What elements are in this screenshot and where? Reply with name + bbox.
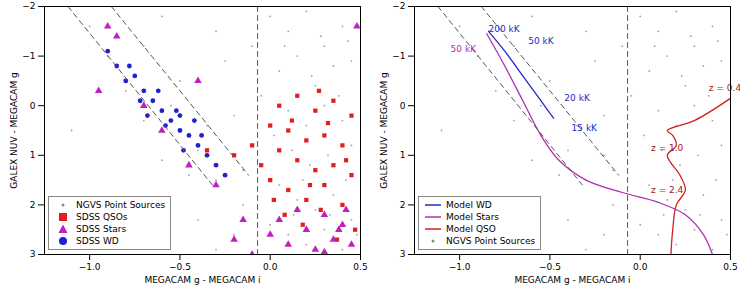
svg-text:MEGACAM g - MEGACAM i: MEGACAM g - MEGACAM i	[514, 275, 630, 285]
svg-text:15 kK: 15 kK	[572, 123, 599, 133]
svg-text:0.0: 0.0	[263, 262, 278, 272]
svg-text:−1: −1	[22, 51, 35, 61]
svg-text:−1: −1	[392, 51, 405, 61]
html-text:SDSS QSOs: SDSS QSOs	[76, 212, 128, 222]
svg-text:50 kK: 50 kK	[528, 36, 555, 46]
svg-text:1: 1	[30, 150, 36, 160]
svg-text:GALEX NUV - MEGACAM g: GALEX NUV - MEGACAM g	[9, 72, 19, 189]
svg-text:MEGACAM g - MEGACAM i: MEGACAM g - MEGACAM i	[144, 275, 260, 285]
svg-text:0: 0	[400, 101, 406, 111]
svg-text:3: 3	[400, 249, 406, 259]
svg-text:3: 3	[30, 249, 36, 259]
html-text:Model Stars: Model Stars	[446, 212, 499, 222]
svg-text:50 kK: 50 kK	[451, 44, 478, 54]
html-text:Model QSO: Model QSO	[446, 224, 496, 234]
svg-text:20 kK: 20 kK	[564, 93, 591, 103]
svg-text:2: 2	[30, 200, 36, 210]
svg-text:200 kK: 200 kK	[489, 24, 521, 34]
html-text:SDSS Stars: SDSS Stars	[76, 224, 127, 234]
svg-text:GALEX NUV - MEGACAM g: GALEX NUV - MEGACAM g	[379, 72, 389, 189]
svg-text:−2: −2	[22, 1, 35, 11]
html-text:SDSS WD: SDSS WD	[76, 236, 119, 246]
svg-text:z = 2.4: z = 2.4	[651, 185, 684, 195]
svg-text:z = 0.4: z = 0.4	[709, 83, 740, 93]
svg-text:−1.0: −1.0	[79, 262, 101, 272]
html-text:Model WD: Model WD	[446, 200, 492, 210]
svg-text:−2: −2	[392, 1, 405, 11]
svg-text:0: 0	[30, 101, 36, 111]
svg-text:−0.5: −0.5	[539, 262, 561, 272]
svg-text:−1.0: −1.0	[449, 262, 471, 272]
svg-text:0.0: 0.0	[633, 262, 648, 272]
svg-text:1: 1	[400, 150, 406, 160]
svg-text:0.5: 0.5	[723, 262, 737, 272]
svg-text:0.5: 0.5	[353, 262, 367, 272]
svg-text:−0.5: −0.5	[169, 262, 191, 272]
svg-text:z = 1.0: z = 1.0	[651, 143, 684, 153]
svg-text:2: 2	[400, 200, 406, 210]
html-text:NGVS Point Sources: NGVS Point Sources	[76, 200, 166, 210]
html-text:NGVS Point Sources: NGVS Point Sources	[446, 236, 536, 246]
